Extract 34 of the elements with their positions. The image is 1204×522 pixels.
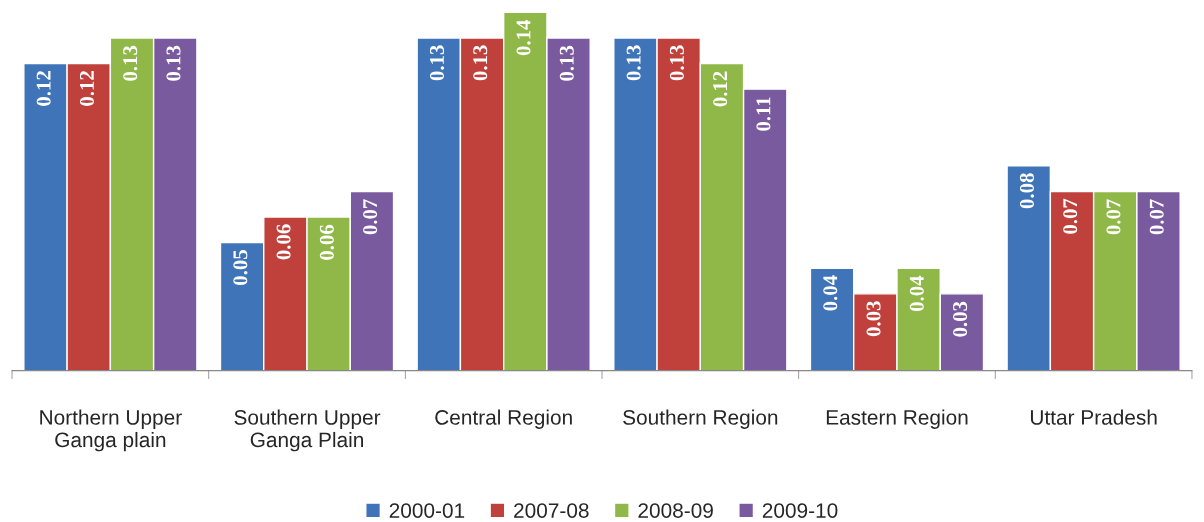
data-label: 0.04	[823, 275, 838, 311]
data-label: 0.13	[669, 45, 684, 81]
data-label: 0.12	[79, 71, 95, 106]
data-label: 0.12	[713, 71, 728, 107]
data-label: 0.08	[1019, 173, 1035, 209]
data-label: 0.14	[516, 19, 531, 56]
data-label: 0.13	[626, 45, 641, 81]
data-label: 0.12	[36, 71, 51, 106]
legend-label: 2000-01	[389, 503, 465, 518]
data-label: 0.05	[233, 250, 248, 285]
data-label: 0.07	[1106, 199, 1121, 235]
data-label: 0.07	[1149, 199, 1164, 235]
data-label: 0.13	[429, 45, 445, 81]
x-tick-label: Northern Upper Ganga plain	[40, 409, 182, 452]
legend-label: 2008-09	[638, 503, 713, 518]
data-label: 0.13	[559, 45, 574, 81]
data-label: 0.07	[363, 199, 378, 235]
data-label: 0.11	[756, 97, 771, 131]
legend-label: 2007-08	[514, 503, 589, 518]
data-label: 0.03	[953, 301, 968, 337]
data-label: 0.13	[473, 45, 488, 81]
x-tick-label: Southern Region	[623, 409, 778, 429]
data-label: 0.13	[123, 45, 138, 81]
data-label: 0.13	[166, 45, 181, 81]
x-tick-label: Eastern Region	[826, 409, 968, 429]
data-label: 0.06	[319, 224, 334, 260]
x-tick-label: Uttar Pradesh	[1030, 409, 1157, 425]
x-tick-label: Central Region	[435, 409, 572, 429]
data-label: 0.07	[1063, 198, 1078, 234]
data-label: 0.06	[276, 224, 291, 260]
x-tick-label: Southern Upper Ganga Plain	[234, 409, 381, 452]
legend-label: 2009-10	[762, 503, 838, 518]
data-label: 0.03	[866, 301, 881, 337]
data-label: 0.04	[909, 275, 924, 312]
